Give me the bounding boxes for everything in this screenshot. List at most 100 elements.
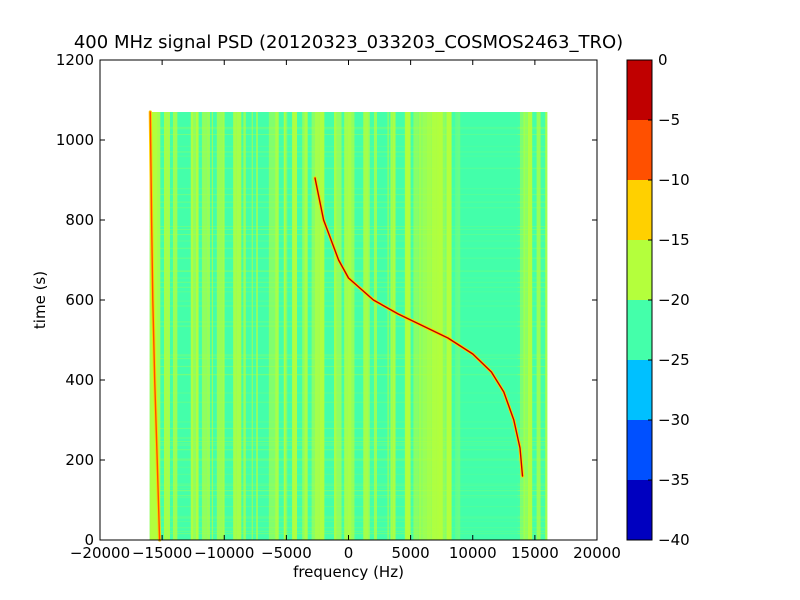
noise-streak	[149, 466, 548, 468]
noise-stripe	[216, 112, 220, 540]
noise-streak	[149, 225, 548, 227]
y-tick-label: 1000	[56, 131, 94, 149]
noise-stripe	[390, 112, 393, 540]
noise-stripe	[256, 112, 258, 540]
colorbar-band	[627, 120, 652, 180]
noise-streak	[149, 201, 548, 203]
noise-streak	[149, 270, 548, 272]
y-tick-label: 200	[65, 451, 94, 469]
x-axis-label: frequency (Hz)	[293, 563, 404, 581]
bright-band	[446, 112, 452, 540]
noise-streak	[149, 270, 548, 272]
bright-band	[431, 112, 437, 540]
noise-streak	[149, 517, 548, 519]
noise-streak	[149, 444, 548, 446]
noise-streak	[149, 167, 548, 169]
noise-streak	[149, 490, 548, 492]
noise-stripe	[527, 112, 533, 540]
noise-streak	[149, 440, 548, 442]
noise-streak	[149, 300, 548, 302]
colorbar-band	[627, 60, 652, 120]
chart-title: 400 MHz signal PSD (20120323_033203_COSM…	[74, 32, 623, 53]
noise-streak	[149, 365, 548, 367]
noise-streak	[149, 392, 548, 394]
noise-streak	[149, 247, 548, 249]
noise-stripe	[219, 112, 223, 540]
noise-stripe	[285, 112, 288, 540]
noise-streak	[149, 281, 548, 283]
signal-trace-2	[149, 111, 161, 541]
colorbar-tick-label: −40	[658, 531, 690, 549]
noise-streak	[149, 489, 548, 491]
noise-stripe	[273, 112, 276, 540]
noise-streak	[149, 133, 548, 135]
colorbar-tick-label: −10	[658, 171, 690, 189]
noise-streak	[149, 145, 548, 147]
noise-streak	[149, 229, 548, 231]
x-tick-label: 10000	[449, 544, 497, 562]
noise-stripe	[172, 112, 178, 540]
noise-streak	[149, 305, 548, 307]
colorbar-tick-label: 0	[658, 51, 668, 69]
noise-stripe	[201, 112, 207, 540]
noise-streak	[149, 207, 548, 209]
colorbar-tick-label: −20	[658, 291, 690, 309]
noise-streak	[149, 234, 548, 236]
noise-streak	[149, 128, 548, 130]
noise-streak	[149, 188, 548, 190]
noise-streak	[149, 495, 548, 497]
noise-streak	[149, 473, 548, 475]
noise-stripe	[283, 112, 286, 540]
colorbar-band	[627, 180, 652, 240]
spectrogram-texture	[149, 112, 548, 540]
noise-stripe	[302, 112, 305, 540]
noise-stripe	[418, 112, 420, 540]
noise-streak	[149, 194, 548, 196]
noise-streak	[149, 442, 548, 444]
noise-streak	[149, 291, 548, 293]
noise-stripe	[268, 112, 274, 540]
noise-stripe	[392, 112, 396, 540]
noise-stripe	[292, 112, 298, 540]
noise-streak	[149, 355, 548, 357]
noise-streak	[149, 497, 548, 499]
x-tick-label: −15000	[132, 544, 192, 562]
noise-stripe	[426, 112, 432, 540]
noise-stripe	[222, 112, 225, 540]
noise-streak	[149, 286, 548, 288]
x-tick-label: −5000	[261, 544, 312, 562]
noise-stripe	[314, 112, 320, 540]
colorbar-band	[627, 300, 652, 360]
colorbar-tick-label: −5	[658, 111, 680, 129]
noise-stripe	[311, 112, 315, 540]
noise-streak	[149, 506, 548, 508]
noise-streak	[149, 458, 548, 460]
y-axis-label: time (s)	[31, 271, 49, 329]
noise-streak	[149, 437, 548, 439]
noise-stripe	[206, 112, 210, 540]
noise-streak	[149, 527, 548, 529]
colorbar-tick-label: −25	[658, 351, 690, 369]
noise-stripe	[545, 112, 548, 540]
noise-streak	[149, 533, 548, 535]
noise-stripe	[347, 112, 352, 540]
noise-stripe	[166, 112, 170, 540]
noise-stripe	[319, 112, 325, 540]
noise-stripe	[523, 112, 528, 540]
bright-band	[405, 112, 411, 540]
noise-stripe	[442, 112, 446, 540]
noise-streak	[149, 421, 548, 423]
x-tick-label: 0	[344, 544, 354, 562]
y-tick-label: 600	[65, 291, 94, 309]
noise-streak	[149, 483, 548, 485]
y-tick-label: 0	[84, 531, 94, 549]
colorbar-tick-label: −30	[658, 411, 690, 429]
noise-streak	[149, 401, 548, 403]
noise-streak	[149, 487, 548, 489]
noise-streak	[149, 257, 548, 259]
y-tick-label: 400	[65, 371, 94, 389]
noise-stripe	[536, 112, 541, 540]
noise-streak	[149, 325, 548, 327]
noise-stripe	[211, 112, 214, 540]
